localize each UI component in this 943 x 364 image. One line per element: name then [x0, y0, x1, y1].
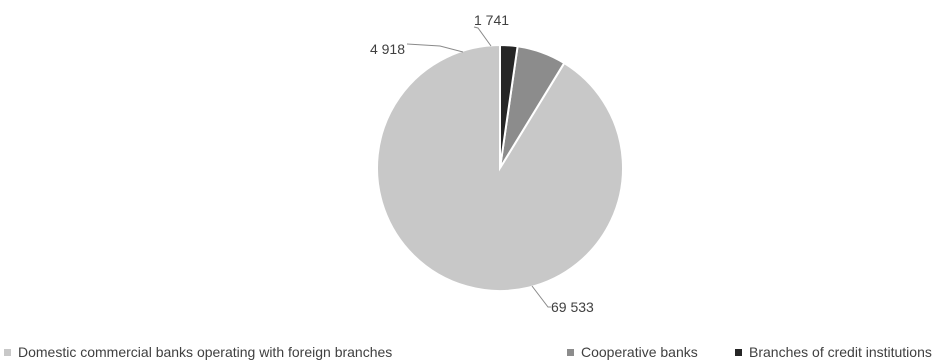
data-label-cooperative-banks: 4 918 [370, 41, 405, 57]
leader-line-cooperative-banks [406, 43, 464, 53]
data-label-branches-of-credit-institutions: 1 741 [474, 12, 509, 28]
legend-swatch-cooperative-banks [567, 349, 574, 356]
legend-item-domestic-commercial-banks: Domestic commercial banks operating with… [4, 344, 392, 360]
legend-label-cooperative-banks: Cooperative banks [581, 344, 698, 360]
slice-branches-of-credit-institutions [499, 43, 519, 169]
legend: Domestic commercial banks operating with… [4, 344, 932, 360]
legend-label-domestic-commercial-banks: Domestic commercial banks operating with… [18, 344, 392, 360]
pie-slices [376, 43, 624, 292]
leader-lines [406, 26, 551, 308]
leader-line-branches-of-credit-institutions [473, 26, 492, 47]
data-label-domestic-commercial-banks: 69 533 [551, 299, 594, 315]
legend-item-branches-of-credit-institutions: Branches of credit institutions [735, 344, 932, 360]
legend-label-branches-of-credit-institutions: Branches of credit institutions [749, 344, 932, 360]
leader-line-domestic-commercial-banks [531, 285, 551, 308]
legend-swatch-domestic-commercial-banks [4, 349, 11, 356]
legend-item-cooperative-banks: Cooperative banks [567, 344, 698, 360]
legend-swatch-branches-of-credit-institutions [735, 349, 742, 356]
